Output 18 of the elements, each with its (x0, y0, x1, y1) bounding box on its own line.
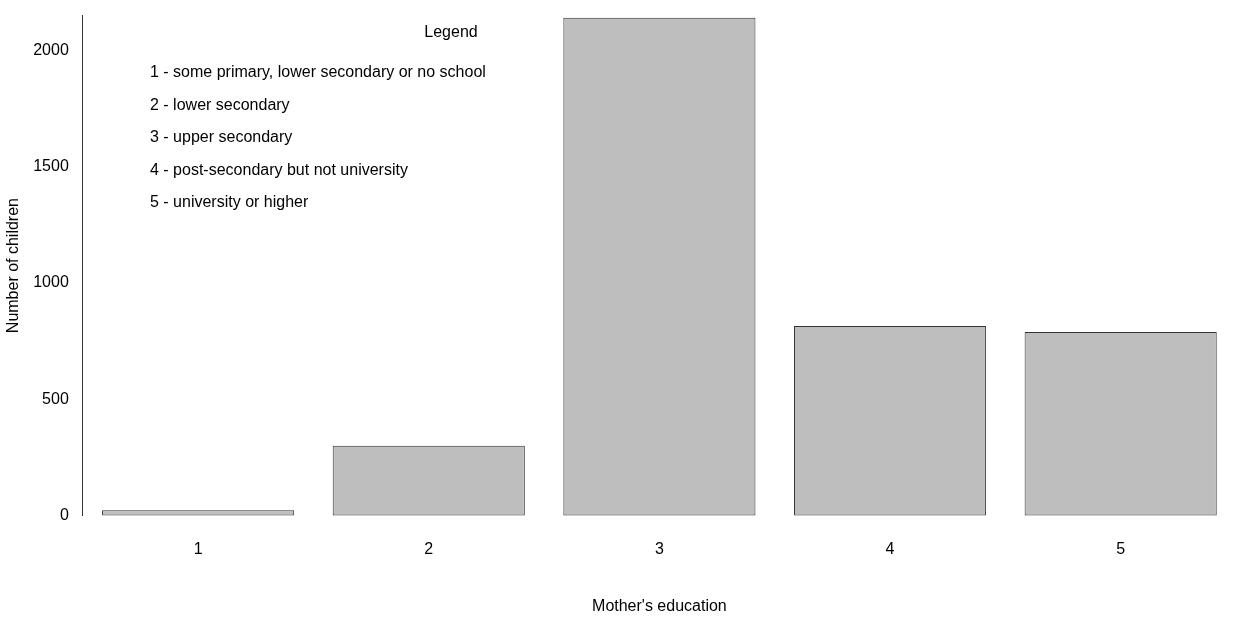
x-tick-label: 4 (885, 539, 895, 557)
y-axis-title: Number of children (4, 198, 22, 334)
annotation: 3 - upper secondary (150, 128, 293, 146)
y-tick-label: 1000 (33, 273, 69, 291)
x-tick-label: 1 (193, 539, 203, 557)
annotation: 1 - some primary, lower secondary or no school (150, 63, 486, 81)
x-tick-label: 2 (424, 539, 434, 557)
y-tick-label: 500 (42, 389, 69, 407)
x-tick-label: 3 (654, 539, 664, 557)
x-tick-label: 5 (1116, 539, 1126, 557)
annotation: 2 - lower secondary (150, 95, 290, 113)
y-tick-label: 0 (59, 506, 69, 524)
x-axis-title: Mother's education (592, 596, 727, 614)
annotation: 5 - university or higher (150, 193, 309, 211)
y-tick-label: 2000 (33, 40, 69, 58)
annotation: 4 - post-secondary but not university (150, 160, 408, 178)
y-tick-label: 1500 (33, 157, 69, 175)
legend-title: Legend (424, 23, 478, 41)
